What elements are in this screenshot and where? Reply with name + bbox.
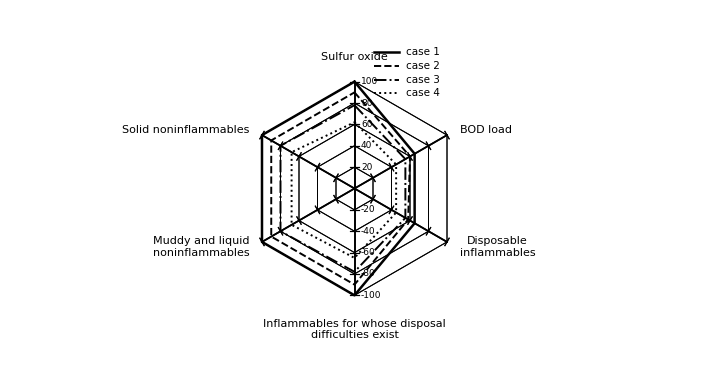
Text: 20: 20 — [361, 162, 372, 172]
Text: case 1: case 1 — [406, 47, 440, 57]
Text: -40: -40 — [361, 227, 376, 236]
Text: -80: -80 — [361, 270, 376, 279]
Text: 100: 100 — [361, 77, 378, 86]
Text: case 2: case 2 — [406, 61, 440, 70]
Text: BOD load: BOD load — [460, 125, 512, 135]
Text: Solid noninflammables: Solid noninflammables — [122, 125, 249, 135]
Text: 80: 80 — [361, 98, 372, 107]
Text: -20: -20 — [361, 205, 376, 215]
Text: Disposable
inflammables: Disposable inflammables — [460, 236, 535, 258]
Text: case 3: case 3 — [406, 75, 440, 84]
Text: Sulfur oxide: Sulfur oxide — [321, 52, 388, 63]
Text: -100: -100 — [361, 291, 381, 300]
Text: -60: -60 — [361, 248, 376, 257]
Text: Muddy and liquid
noninflammables: Muddy and liquid noninflammables — [152, 236, 249, 258]
Text: 40: 40 — [361, 141, 372, 150]
Text: case 4: case 4 — [406, 89, 440, 98]
Text: 60: 60 — [361, 120, 372, 129]
Text: Inflammables for whose disposal
difficulties exist: Inflammables for whose disposal difficul… — [263, 319, 446, 340]
